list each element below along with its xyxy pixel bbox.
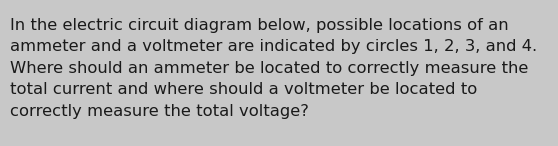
Text: In the electric circuit diagram below, possible locations of an
ammeter and a vo: In the electric circuit diagram below, p… bbox=[10, 18, 537, 119]
